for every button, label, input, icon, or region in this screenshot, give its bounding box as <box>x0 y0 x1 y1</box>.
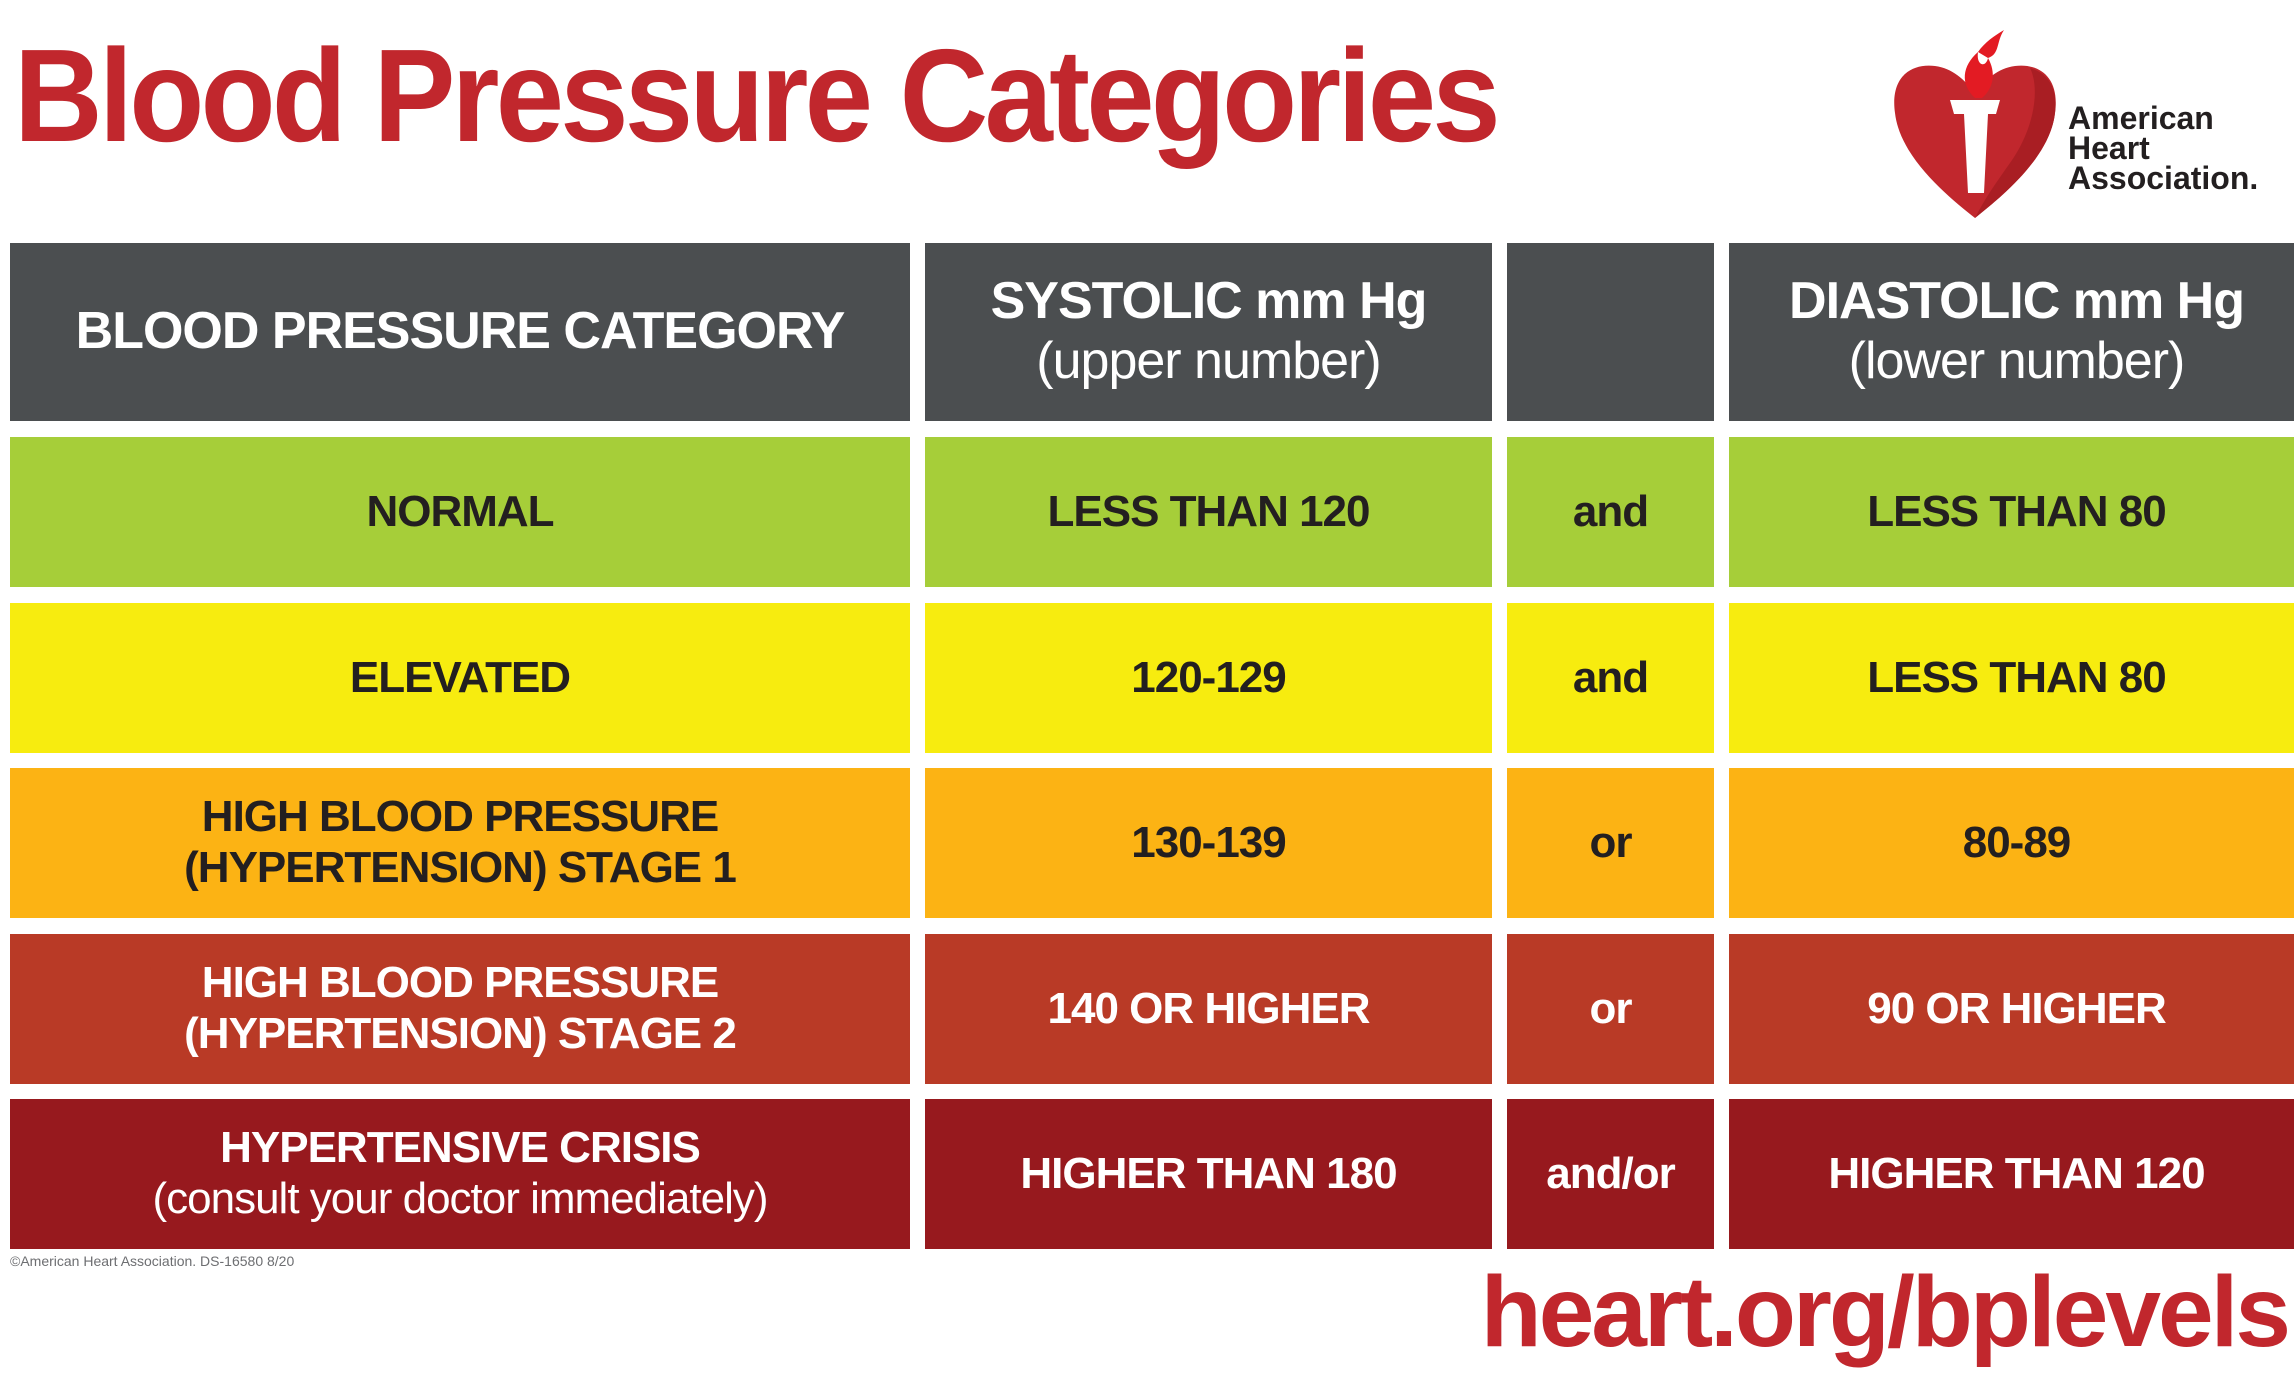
row-category: NORMAL <box>10 437 910 587</box>
table-row-stage1: HIGH BLOOD PRESSURE (HYPERTENSION) STAGE… <box>10 768 2294 918</box>
row-diastolic: 80-89 <box>1729 768 2294 918</box>
row-category-label: HIGH BLOOD PRESSURE <box>201 792 719 842</box>
row-category-label: ELEVATED <box>349 652 571 702</box>
header-systolic: SYSTOLIC mm Hg (upper number) <box>925 243 1492 421</box>
table-row-stage2: HIGH BLOOD PRESSURE (HYPERTENSION) STAGE… <box>10 934 2294 1084</box>
logo-line-heart: Heart <box>2068 130 2150 166</box>
row-category-sub: (HYPERTENSION) STAGE 2 <box>184 1009 737 1058</box>
header-diastolic-sub: (lower number) <box>1848 332 2186 390</box>
row-systolic: LESS THAN 120 <box>925 437 1492 587</box>
table-row-elevated: ELEVATED 120-129 and LESS THAN 80 <box>10 603 2294 753</box>
row-connector: or <box>1507 768 1714 918</box>
header-systolic-label: SYSTOLIC mm Hg <box>990 272 1428 331</box>
logo-line-association: Association. <box>2068 160 2259 196</box>
row-category-sub: (consult your doctor immediately) <box>152 1174 768 1223</box>
row-connector: and <box>1507 437 1714 587</box>
header-connector <box>1507 243 1714 421</box>
row-diastolic: LESS THAN 80 <box>1729 437 2294 587</box>
row-category: HIGH BLOOD PRESSURE (HYPERTENSION) STAGE… <box>10 768 910 918</box>
row-systolic: 140 OR HIGHER <box>925 934 1492 1084</box>
logo-wordmark: American Heart Association. <box>2068 100 2259 196</box>
row-systolic: 130-139 <box>925 768 1492 918</box>
row-diastolic: LESS THAN 80 <box>1729 603 2294 753</box>
logo-line-american: American <box>2068 100 2214 136</box>
row-diastolic: HIGHER THAN 120 <box>1729 1099 2294 1249</box>
table-header-row: BLOOD PRESSURE CATEGORY SYSTOLIC mm Hg (… <box>10 243 2294 421</box>
row-connector: and <box>1507 603 1714 753</box>
header-category-label: BLOOD PRESSURE CATEGORY <box>75 302 846 361</box>
row-category-sub: (HYPERTENSION) STAGE 1 <box>184 843 737 892</box>
header-diastolic-label: DIASTOLIC mm Hg <box>1789 272 2245 331</box>
row-category: ELEVATED <box>10 603 910 753</box>
header-systolic-sub: (upper number) <box>1036 332 1381 390</box>
aha-logo: American Heart Association. <box>1890 18 2270 223</box>
row-connector: and/or <box>1507 1099 1714 1249</box>
copyright-notice: ©American Heart Association. DS-16580 8/… <box>10 1253 295 1269</box>
row-connector: or <box>1507 934 1714 1084</box>
row-category: HIGH BLOOD PRESSURE (HYPERTENSION) STAGE… <box>10 934 910 1084</box>
table-row-normal: NORMAL LESS THAN 120 and LESS THAN 80 <box>10 437 2294 587</box>
row-category-label: NORMAL <box>366 486 554 536</box>
row-category-label: HYPERTENSIVE CRISIS <box>220 1123 701 1173</box>
row-systolic: HIGHER THAN 180 <box>925 1099 1492 1249</box>
heart-torch-icon <box>1894 30 2056 218</box>
header-diastolic: DIASTOLIC mm Hg (lower number) <box>1729 243 2294 421</box>
row-category-label: HIGH BLOOD PRESSURE <box>201 958 719 1008</box>
row-systolic: 120-129 <box>925 603 1492 753</box>
row-diastolic: 90 OR HIGHER <box>1729 934 2294 1084</box>
website-link[interactable]: heart.org/bplevels <box>1480 1256 2291 1368</box>
header-category: BLOOD PRESSURE CATEGORY <box>10 243 910 421</box>
page-title: Blood Pressure Categories <box>14 22 1501 169</box>
table-row-crisis: HYPERTENSIVE CRISIS (consult your doctor… <box>10 1099 2294 1249</box>
row-category: HYPERTENSIVE CRISIS (consult your doctor… <box>10 1099 910 1249</box>
